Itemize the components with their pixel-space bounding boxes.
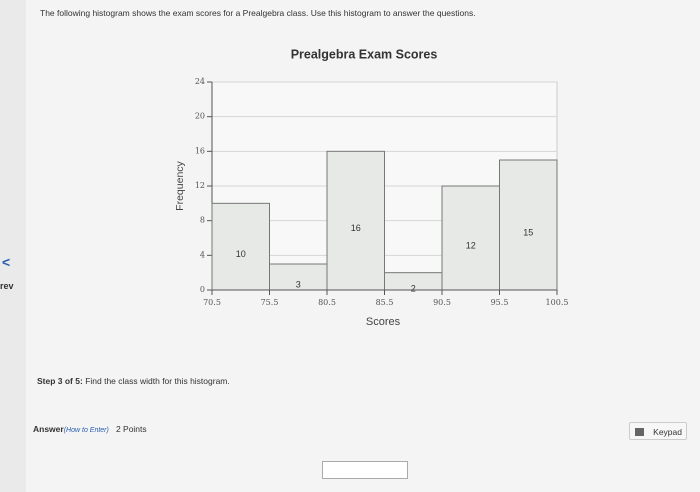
- value-label: 16: [351, 223, 361, 233]
- x-tick-label: 90.5: [433, 298, 451, 307]
- keypad-label: Keypad: [653, 427, 682, 437]
- x-tick-label: 85.5: [376, 298, 394, 307]
- how-to-link[interactable]: (How to Enter): [63, 427, 109, 434]
- value-label: 3: [296, 279, 301, 289]
- y-tick-label: 0: [200, 285, 205, 294]
- value-label: 10: [236, 249, 246, 259]
- question-text: The following histogram shows the exam s…: [40, 8, 476, 18]
- y-tick-label: 20: [195, 112, 205, 121]
- value-label: 12: [466, 240, 476, 250]
- y-tick-label: 16: [195, 146, 205, 155]
- keypad-icon: [635, 428, 644, 436]
- x-axis-label: Scores: [366, 316, 401, 328]
- bar: [441, 185, 500, 291]
- answer-input[interactable]: [322, 461, 408, 479]
- answer-row: Answer(How to Enter) 2 Points: [33, 424, 147, 434]
- y-tick-label: 12: [195, 181, 205, 190]
- y-tick-label: 24: [195, 77, 205, 86]
- y-axis-label: Frequency: [174, 160, 186, 210]
- points: 2 Points: [115, 424, 147, 434]
- side-strip: [0, 0, 26, 492]
- step-label: Step 3 of 5:: [37, 376, 83, 386]
- x-tick-label: 100.5: [546, 298, 569, 307]
- bar: [269, 263, 328, 291]
- bar: [211, 202, 270, 291]
- x-tick-label: 75.5: [261, 298, 279, 307]
- y-tick-label: 8: [200, 216, 205, 225]
- bar: [499, 159, 558, 291]
- step-text: Find the class width for this histogram.: [85, 376, 230, 386]
- x-tick-label: 70.5: [203, 298, 221, 307]
- chart-title: Prealgebra Exam Scores: [291, 47, 438, 61]
- chart: Prealgebra Exam Scores Scores Frequency …: [174, 47, 569, 328]
- y-tick-label: 4: [200, 250, 205, 259]
- answer-label: Answer: [33, 424, 64, 434]
- prev-icon[interactable]: <: [2, 254, 11, 270]
- keypad-button[interactable]: Keypad: [629, 422, 687, 440]
- x-tick-label: 95.5: [491, 298, 509, 307]
- step: Step 3 of 5: Find the class width for th…: [37, 376, 230, 386]
- bar: [326, 150, 385, 291]
- value-label: 15: [523, 227, 533, 237]
- x-tick-label: 80.5: [318, 298, 336, 307]
- value-label: 2: [411, 284, 416, 294]
- prev-label[interactable]: rev: [0, 281, 14, 291]
